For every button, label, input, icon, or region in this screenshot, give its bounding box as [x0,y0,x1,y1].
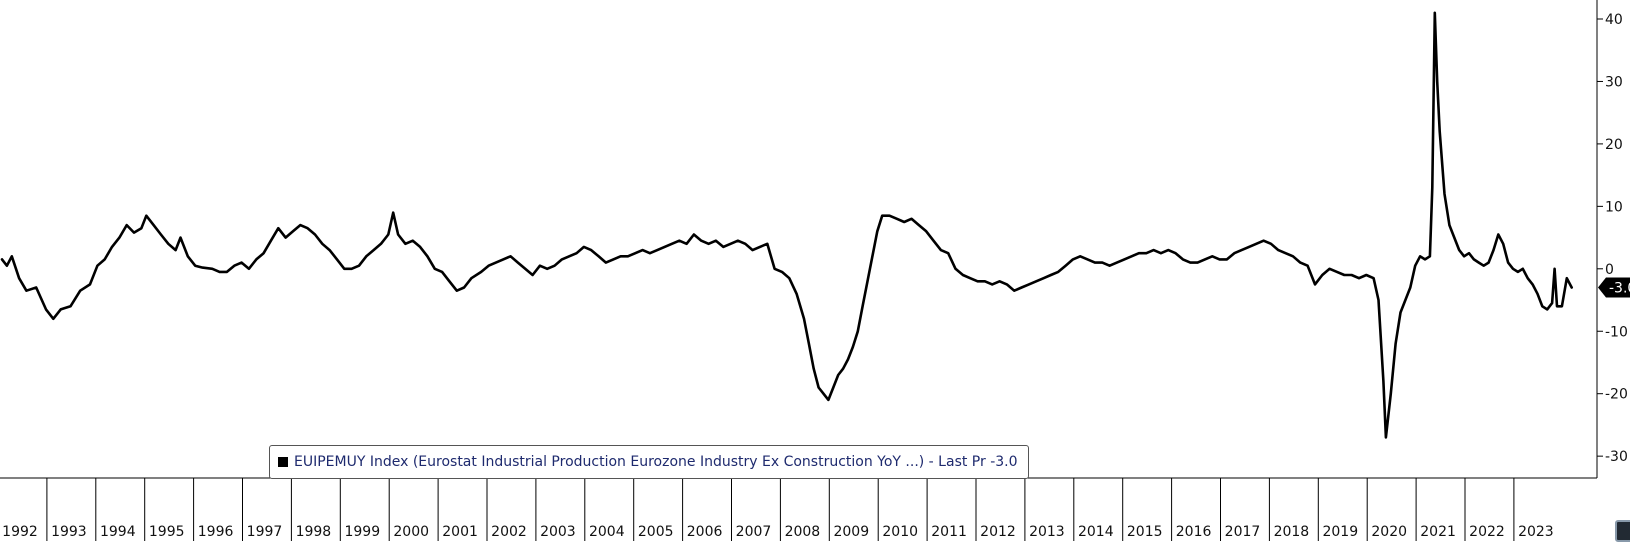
legend-label: EUIPEMUY Index (Eurostat Industrial Prod… [294,454,1018,470]
x-tick-label-1997: 1997 [247,524,283,540]
x-tick-label-1999: 1999 [344,524,380,540]
x-tick-label-2012: 2012 [980,524,1016,540]
x-tick-label-2013: 2013 [1029,524,1065,540]
y-axis: 40 30 20 10 0 -10 -20 -30 [1596,0,1628,478]
x-tick-label-1995: 1995 [149,524,185,540]
x-axis-ticks: 1992 1993 1994 1995 1996 1997 1998 1999 2000 2001… [2,478,1554,541]
y-tick-label-20: 20 [1605,137,1623,153]
legend: EUIPEMUY Index (Eurostat Industrial Prod… [269,445,1029,479]
x-tick-label-1992: 1992 [2,524,38,540]
y-tick-label-30: 30 [1605,74,1623,90]
y-tick-label--30: -30 [1605,449,1628,465]
last-value-label: -3.0 [1609,281,1630,297]
x-tick-label-2007: 2007 [736,524,772,540]
x-tick-label-2018: 2018 [1274,524,1310,540]
x-tick-label-2009: 2009 [833,524,869,540]
y-tick-label-10: 10 [1605,199,1623,215]
y-tick-label--10: -10 [1605,324,1628,340]
x-tick-label-2001: 2001 [442,524,478,540]
x-tick-label-2000: 2000 [393,524,429,540]
x-tick-label-2002: 2002 [491,524,527,540]
x-tick-label-2005: 2005 [638,524,674,540]
x-tick-label-2021: 2021 [1420,524,1456,540]
x-tick-label-1996: 1996 [198,524,234,540]
last-value-flag [1598,277,1630,298]
x-tick-label-2014: 2014 [1078,524,1114,540]
chart-options-icon[interactable] [1615,520,1630,542]
x-tick-label-2016: 2016 [1176,524,1212,540]
x-tick-label-2015: 2015 [1127,524,1163,540]
x-tick-label-2023: 2023 [1518,524,1554,540]
y-tick-label-40: 40 [1605,12,1623,28]
series-line-euipemuy [0,11,1573,439]
x-tick-label-2010: 2010 [882,524,918,540]
x-tick-label-2017: 2017 [1225,524,1261,540]
x-tick-label-2020: 2020 [1371,524,1407,540]
x-tick-label-1994: 1994 [100,524,136,540]
x-tick-label-2011: 2011 [931,524,967,540]
x-tick-label-1998: 1998 [296,524,332,540]
x-tick-label-1993: 1993 [51,524,87,540]
y-tick-label--20: -20 [1605,387,1628,403]
last-value-marker: -3.0 [1598,277,1630,298]
x-tick-label-2022: 2022 [1469,524,1505,540]
y-tick-label-0: 0 [1605,262,1614,278]
x-tick-label-2003: 2003 [540,524,576,540]
x-tick-label-2004: 2004 [589,524,625,540]
legend-swatch [278,457,288,467]
x-tick-label-2008: 2008 [785,524,821,540]
x-tick-label-2006: 2006 [687,524,723,540]
x-tick-label-2019: 2019 [1322,524,1358,540]
